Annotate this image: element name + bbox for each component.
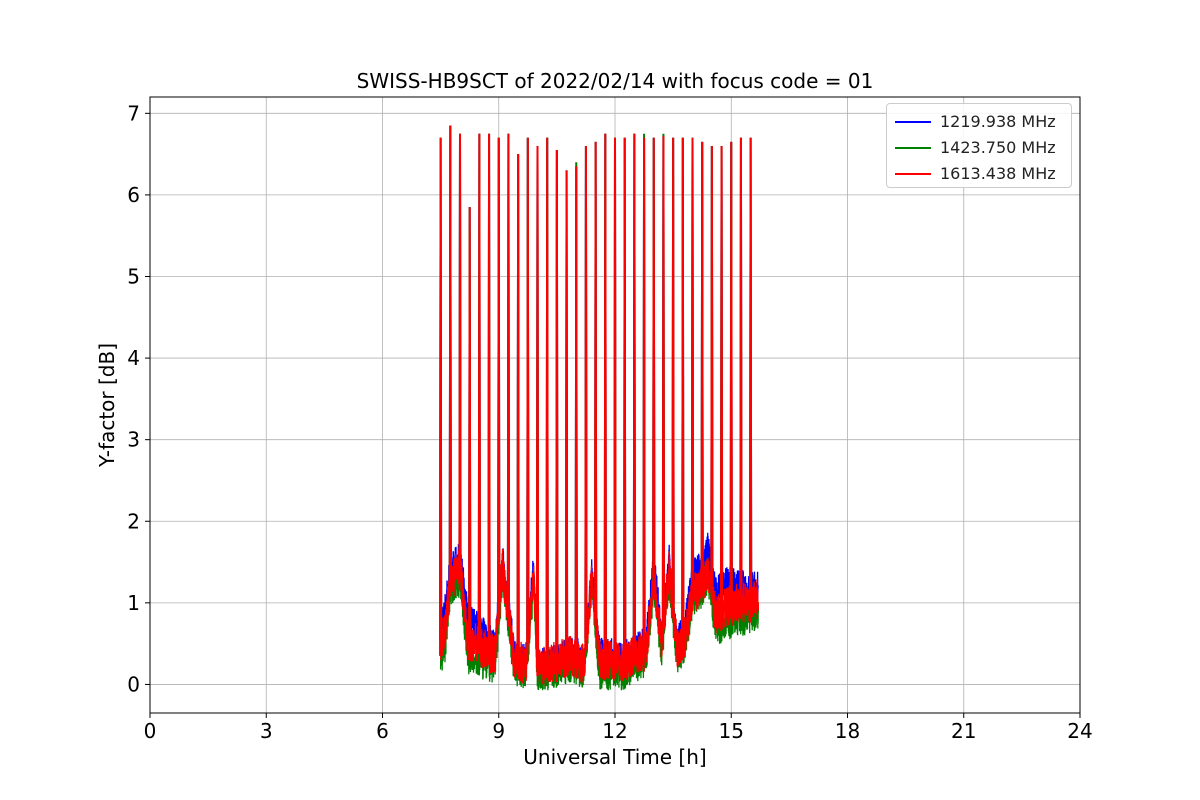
legend-swatch-blue [895, 121, 931, 123]
x-tick-label: 24 [1067, 719, 1092, 743]
x-tick-label: 6 [376, 719, 389, 743]
spike [690, 137, 695, 595]
legend-label: 1423.750 MHz [940, 138, 1056, 157]
y-tick-label: 2 [127, 509, 140, 533]
spike [613, 137, 617, 662]
spike [661, 136, 666, 626]
spike [623, 137, 627, 663]
spike [749, 137, 753, 603]
spike [719, 145, 724, 612]
spike [710, 145, 714, 593]
legend-swatch-green [895, 147, 931, 149]
y-tick-label: 7 [127, 101, 140, 125]
plot-data [439, 125, 760, 691]
spike [468, 207, 472, 641]
spike [632, 133, 636, 656]
spike [652, 137, 656, 579]
spike [506, 133, 511, 614]
spike [642, 137, 646, 653]
spike [700, 141, 704, 583]
x-tick-label: 9 [492, 719, 505, 743]
spike [564, 170, 569, 658]
legend-swatch-red [895, 173, 931, 175]
y-tick-label: 6 [127, 183, 140, 207]
spike [448, 125, 452, 583]
spike [487, 133, 491, 653]
spike [729, 141, 733, 606]
x-axis-label: Universal Time [h] [523, 745, 706, 769]
spike [458, 133, 462, 567]
spike [584, 145, 588, 643]
chart-title: SWISS-HB9SCT of 2022/02/14 with focus co… [357, 69, 874, 93]
spike [439, 137, 443, 640]
spike [681, 137, 685, 642]
y-tick-label: 3 [127, 428, 140, 452]
spike [477, 133, 481, 647]
legend-label: 1613.438 MHz [940, 164, 1056, 183]
spike [535, 145, 540, 669]
spike [594, 141, 598, 620]
series-1613438-mhz [439, 125, 760, 687]
x-tick-label: 12 [602, 719, 627, 743]
y-tick-label: 4 [127, 346, 140, 370]
y-axis-label: Y-factor [dB] [95, 343, 119, 468]
spike [603, 133, 607, 660]
x-tick-label: 3 [260, 719, 273, 743]
y-tick-label: 5 [127, 264, 140, 288]
spike [574, 166, 578, 659]
legend-label: 1219.938 MHz [940, 112, 1056, 131]
spike [516, 154, 520, 662]
x-tick-label: 0 [144, 719, 157, 743]
spike [671, 137, 675, 609]
baseline-trace [439, 548, 760, 687]
x-tick-label: 18 [835, 719, 860, 743]
x-tick-label: 21 [951, 719, 976, 743]
x-tick-label: 15 [719, 719, 744, 743]
y-tick-label: 1 [127, 591, 140, 615]
spike [545, 137, 549, 665]
legend: 1219.938 MHz 1423.750 MHz 1613.438 MHz [886, 103, 1072, 188]
spike [555, 150, 559, 662]
spike [526, 137, 530, 642]
y-tick-label: 0 [127, 672, 140, 696]
spike [497, 137, 501, 612]
spike [739, 137, 743, 603]
